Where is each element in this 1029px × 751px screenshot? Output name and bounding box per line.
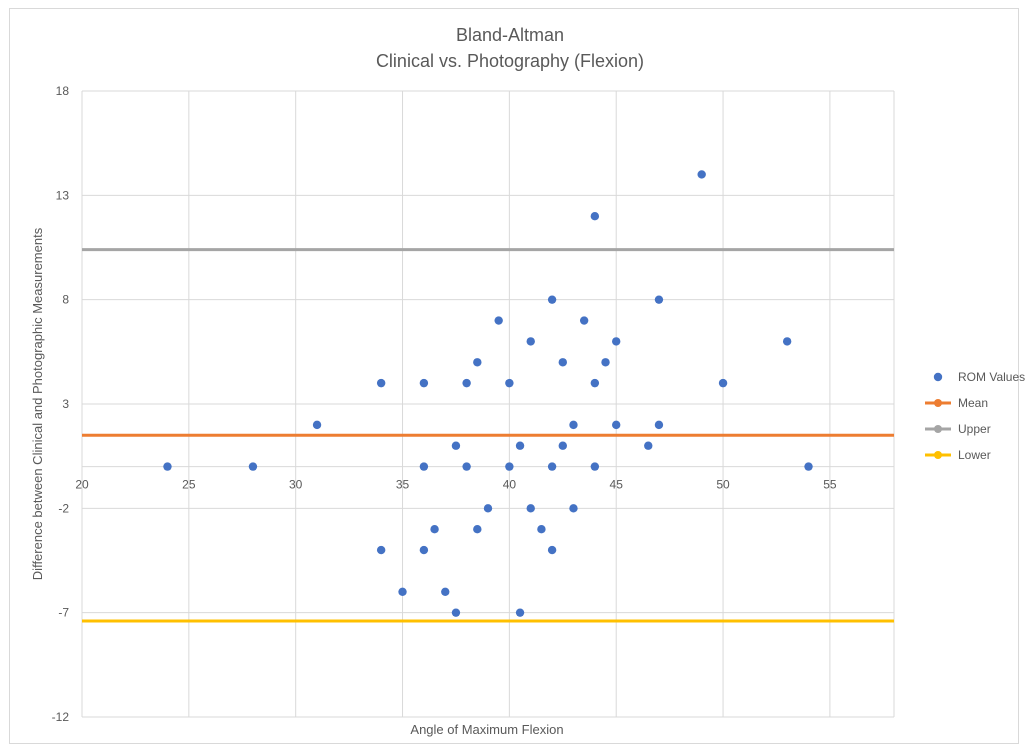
data-point bbox=[451, 441, 461, 450]
x-axis-title: Angle of Maximum Flexion bbox=[410, 722, 563, 737]
x-tick-label: 40 bbox=[503, 478, 517, 492]
data-point bbox=[376, 378, 386, 388]
data-point bbox=[590, 378, 600, 388]
legend-marker-upper bbox=[934, 425, 942, 433]
data-point bbox=[473, 358, 482, 367]
data-point bbox=[579, 316, 589, 325]
data-point bbox=[547, 462, 557, 471]
data-point bbox=[163, 462, 172, 471]
data-point bbox=[654, 420, 664, 430]
data-point bbox=[644, 441, 653, 450]
scatter-points bbox=[163, 170, 813, 617]
x-tick-label: 30 bbox=[289, 478, 303, 492]
legend-marker-rom-values bbox=[933, 372, 943, 382]
data-point bbox=[473, 525, 482, 534]
data-point bbox=[462, 462, 471, 471]
data-point bbox=[494, 316, 503, 325]
data-point bbox=[451, 608, 461, 617]
x-tick-label: 50 bbox=[716, 478, 730, 492]
legend-label-lower: Lower bbox=[958, 448, 991, 462]
data-point bbox=[312, 420, 322, 430]
x-tick-label: 35 bbox=[396, 478, 410, 492]
y-tick-label: -12 bbox=[52, 710, 70, 724]
data-point bbox=[515, 608, 525, 617]
data-point bbox=[398, 587, 407, 596]
data-point bbox=[505, 378, 514, 388]
data-point bbox=[537, 525, 546, 534]
data-point bbox=[248, 462, 258, 471]
y-tick-labels: -12 -7 -2 3 8 13 18 bbox=[52, 84, 70, 724]
x-tick-labels: 20 25 30 35 40 45 50 55 bbox=[75, 478, 837, 492]
legend-marker-lower bbox=[934, 451, 942, 459]
data-point bbox=[419, 545, 429, 555]
data-point bbox=[419, 378, 429, 388]
legend-label-upper: Upper bbox=[958, 422, 991, 436]
y-tick-label: 3 bbox=[62, 397, 69, 411]
data-point bbox=[569, 420, 578, 430]
data-point bbox=[483, 504, 493, 513]
chart-title-line-2: Clinical vs. Photography (Flexion) bbox=[376, 51, 644, 71]
legend-label-rom-values: ROM Values bbox=[958, 370, 1025, 384]
data-point bbox=[782, 337, 792, 346]
data-point bbox=[462, 378, 471, 388]
data-point bbox=[430, 525, 439, 534]
data-point bbox=[569, 504, 578, 513]
gridlines bbox=[81, 90, 895, 718]
data-point bbox=[718, 378, 728, 388]
legend-label-mean: Mean bbox=[958, 396, 988, 410]
data-point bbox=[590, 462, 600, 471]
data-point bbox=[558, 441, 567, 450]
data-point bbox=[547, 545, 557, 555]
data-point bbox=[601, 358, 610, 367]
data-point bbox=[505, 462, 514, 471]
data-point bbox=[526, 337, 535, 346]
data-point bbox=[590, 212, 600, 221]
y-tick-label: 8 bbox=[62, 293, 69, 307]
y-tick-label: -7 bbox=[58, 606, 69, 620]
data-point bbox=[526, 504, 535, 513]
data-point bbox=[419, 462, 429, 471]
x-tick-label: 25 bbox=[182, 478, 196, 492]
data-point bbox=[441, 587, 450, 596]
data-point bbox=[547, 295, 557, 304]
data-point bbox=[804, 462, 813, 471]
data-point bbox=[654, 295, 664, 304]
data-point bbox=[612, 337, 621, 346]
y-tick-label: -2 bbox=[58, 501, 69, 515]
data-point bbox=[515, 441, 525, 450]
x-tick-label: 55 bbox=[823, 478, 837, 492]
reference-lines bbox=[82, 248, 894, 623]
y-axis-title: Difference between Clinical and Photogra… bbox=[30, 227, 45, 580]
y-tick-label: 13 bbox=[56, 188, 70, 202]
x-tick-label: 20 bbox=[75, 478, 89, 492]
data-point bbox=[612, 420, 621, 430]
chart-title-line-1: Bland-Altman bbox=[456, 25, 564, 45]
data-point bbox=[697, 170, 706, 179]
legend-marker-mean bbox=[934, 399, 942, 407]
data-point bbox=[376, 545, 386, 555]
data-point bbox=[558, 358, 567, 367]
x-tick-label: 45 bbox=[610, 478, 624, 492]
legend: ROM Values Mean Upper Lower bbox=[925, 370, 1025, 462]
y-tick-label: 18 bbox=[56, 84, 70, 98]
